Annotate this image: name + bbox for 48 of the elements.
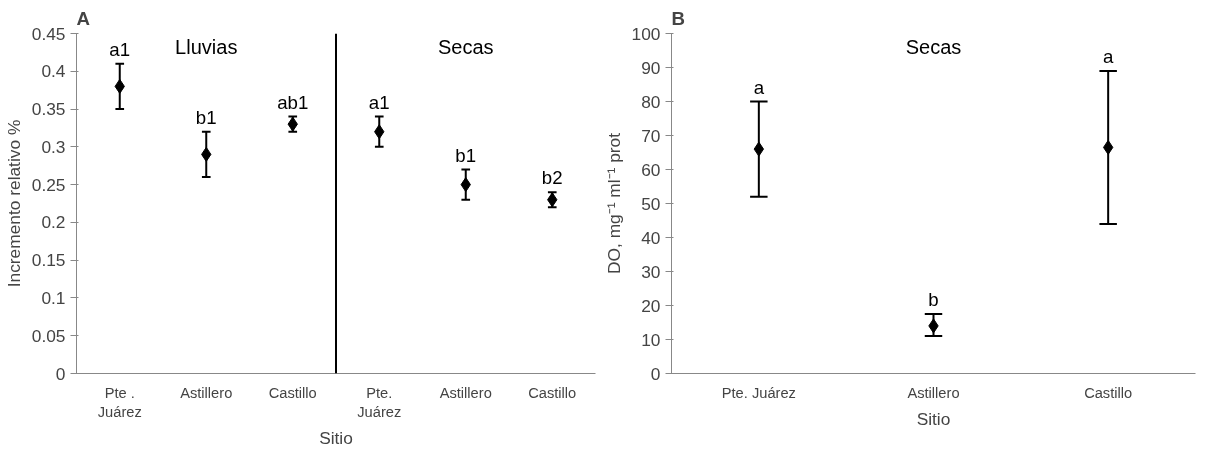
y-axis-title: Incremento relativo % <box>3 119 24 288</box>
chart-title: B <box>671 7 685 29</box>
annotation: a1 <box>109 38 131 60</box>
x-tick-label: Astillero <box>907 384 960 401</box>
y-tick-label: 100 <box>631 23 661 44</box>
y-tick-label: 50 <box>641 193 661 214</box>
y-tick-label: 0.15 <box>31 250 66 271</box>
y-tick-label: 10 <box>641 329 661 350</box>
y-tick-label: 80 <box>641 91 661 112</box>
y-tick-label: 20 <box>641 295 661 316</box>
chart-title: A <box>76 7 90 29</box>
annotation: b <box>928 289 939 310</box>
y-tick-label: 0 <box>650 363 661 384</box>
y-tick-label: 0.05 <box>31 325 66 346</box>
y-tick-label: 0.35 <box>31 99 66 120</box>
x-axis-title: Sitio <box>916 408 951 429</box>
x-tick-label: Astillero <box>439 384 492 401</box>
annotation: b1 <box>455 144 477 166</box>
annotation: b1 <box>195 106 217 128</box>
y-tick-label: 60 <box>641 159 661 180</box>
annotation: b2 <box>541 167 563 189</box>
annotation: a <box>1102 45 1114 67</box>
annotation: Lluvias <box>175 35 238 58</box>
x-tick-label: Pte. Juárez <box>721 384 796 401</box>
y-tick-label: 0.4 <box>41 61 66 82</box>
x-tick-label: Castillo <box>528 384 577 401</box>
annotation: a <box>753 76 765 98</box>
y-tick-label: 0.25 <box>31 174 66 195</box>
y-tick-label: 0.45 <box>31 23 66 44</box>
x-tick-label: Pte . Juárez <box>97 384 142 420</box>
annotation: a1 <box>368 91 390 113</box>
x-tick-label: Castillo <box>268 384 317 401</box>
y-tick-label: 90 <box>641 57 661 78</box>
y-tick-label: 30 <box>641 261 661 282</box>
y-tick-label: 0.1 <box>41 287 66 308</box>
annotation: Secas <box>905 35 962 58</box>
y-axis-title: DO, mg⁻¹ ml⁻¹ prot <box>603 132 624 274</box>
annotation: ab1 <box>277 91 309 113</box>
annotation: Secas <box>437 35 494 58</box>
y-tick-label: 0 <box>55 363 66 384</box>
x-tick-label: Pte. Juárez <box>357 384 402 420</box>
x-axis-title: Sitio <box>319 427 353 448</box>
y-tick-label: 0.2 <box>41 212 66 233</box>
x-tick-label: Astillero <box>180 384 233 401</box>
y-tick-label: 40 <box>641 227 661 248</box>
x-tick-label: Castillo <box>1084 384 1133 401</box>
y-tick-label: 0.3 <box>41 136 66 157</box>
y-tick-label: 70 <box>641 125 661 146</box>
